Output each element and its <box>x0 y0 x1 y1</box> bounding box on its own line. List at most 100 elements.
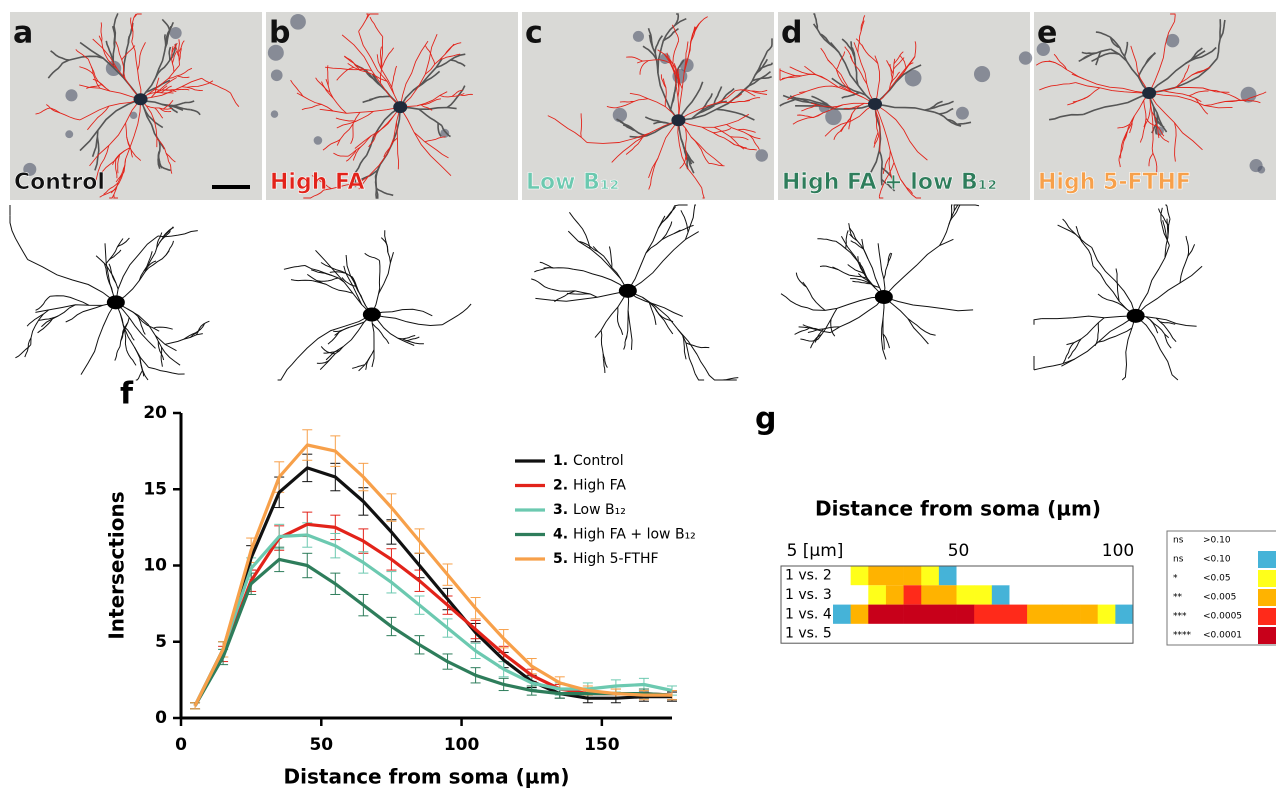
dendrite <box>1186 236 1189 257</box>
dendrite <box>116 236 158 302</box>
dendrite <box>544 268 574 270</box>
scale-label: 5 [µm] <box>787 541 844 561</box>
dendrite <box>320 347 343 370</box>
dendrite <box>116 302 156 348</box>
legend-p: <0.05 <box>1203 574 1231 584</box>
dendrite <box>1063 219 1076 235</box>
legend-number: 4. <box>553 527 568 543</box>
legend-p: <0.005 <box>1203 593 1236 603</box>
soma <box>134 93 148 105</box>
heat-cell <box>833 566 851 585</box>
dendrite <box>372 315 442 326</box>
cell-blot <box>956 107 969 120</box>
dendrite <box>1165 205 1170 219</box>
dendrite <box>601 330 603 359</box>
dendrite <box>1150 320 1158 333</box>
heat-cell <box>1062 566 1080 585</box>
legend-p: >0.10 <box>1203 536 1231 546</box>
dendrite <box>884 297 929 344</box>
heat-cell <box>868 605 886 624</box>
heat-cell <box>1080 624 1098 643</box>
dendrite <box>165 334 203 345</box>
dendrite <box>940 205 958 246</box>
dendrite <box>1122 316 1135 380</box>
legend-color <box>1258 551 1276 568</box>
heat-cell <box>974 605 992 624</box>
heat-cell <box>974 585 992 604</box>
cell-blot <box>633 31 644 42</box>
panel-letter: d <box>781 16 802 51</box>
row-label: 1 vs. 3 <box>785 587 832 603</box>
figure-canvas: aControlbHigh FAcLow B₁₂dHigh FA + low B… <box>0 0 1276 794</box>
dendrite <box>326 315 372 360</box>
heat-cell <box>992 585 1010 604</box>
dendrite <box>10 215 28 259</box>
soma <box>671 114 685 126</box>
dendrite <box>316 250 372 314</box>
heat-cell <box>1009 605 1027 624</box>
legend-label: High 5-FTHF <box>573 551 659 567</box>
legend-label: Control <box>573 453 624 469</box>
dendrite <box>81 302 116 374</box>
dendrite <box>1180 244 1195 283</box>
heat-cell <box>939 624 957 643</box>
row-label: 1 vs. 5 <box>785 626 832 642</box>
heat-cell <box>1080 605 1098 624</box>
legend-color <box>1258 532 1276 549</box>
dendrite <box>36 296 51 310</box>
dendrite <box>127 350 137 366</box>
dendrite <box>379 261 380 294</box>
dendrite <box>568 231 628 291</box>
heat-cell <box>833 605 851 624</box>
dendrite <box>28 260 116 303</box>
heat-cell <box>1062 624 1080 643</box>
heat-cell <box>939 585 957 604</box>
y-axis-title: Intersections <box>105 491 129 639</box>
soma <box>393 101 407 113</box>
heat-cell <box>886 585 904 604</box>
heat-cell <box>851 624 869 643</box>
legend-label: High FA <box>573 478 626 494</box>
dendrite <box>96 256 118 289</box>
dendrite <box>305 266 344 283</box>
heat-cell <box>1080 566 1098 585</box>
row-label: 1 vs. 2 <box>785 568 832 584</box>
dendrite <box>781 294 813 310</box>
heat-cell <box>1115 585 1133 604</box>
heat-cell <box>868 624 886 643</box>
panel-letter: a <box>13 16 33 51</box>
dendrite <box>618 307 623 335</box>
row-label: 1 vs. 4 <box>785 606 832 622</box>
heat-cell <box>1115 566 1133 585</box>
dendrite <box>196 321 209 335</box>
y-tick-label: 5 <box>155 632 167 652</box>
legend-p: <0.10 <box>1203 555 1231 565</box>
heat-cell <box>1027 605 1045 624</box>
heat-cell <box>833 585 851 604</box>
dendrite <box>1098 328 1133 342</box>
heat-cell <box>904 566 922 585</box>
dendrite <box>1041 316 1135 319</box>
dendrite <box>958 205 979 206</box>
dendrite <box>678 329 695 373</box>
dendrite <box>317 278 338 281</box>
x-tick-label: 0 <box>175 735 187 755</box>
dendrite <box>628 216 665 291</box>
cell-blot <box>314 136 323 145</box>
cell-blot <box>170 27 182 39</box>
legend-p: <0.0001 <box>1203 631 1242 641</box>
dendrite <box>1165 334 1172 348</box>
heat-cell <box>1080 585 1098 604</box>
dendrite <box>813 297 884 310</box>
heat-cell <box>1009 585 1027 604</box>
legend-label: Low B₁₂ <box>573 502 626 518</box>
y-tick-label: 10 <box>143 556 167 576</box>
heat-cell <box>1115 605 1133 624</box>
legend-color <box>1258 589 1276 606</box>
heat-cell <box>851 605 869 624</box>
heat-cell <box>957 585 975 604</box>
heat-cell <box>904 624 922 643</box>
dendrite <box>372 252 394 314</box>
dendrite <box>884 239 954 297</box>
x-tick-label: 50 <box>309 735 333 755</box>
